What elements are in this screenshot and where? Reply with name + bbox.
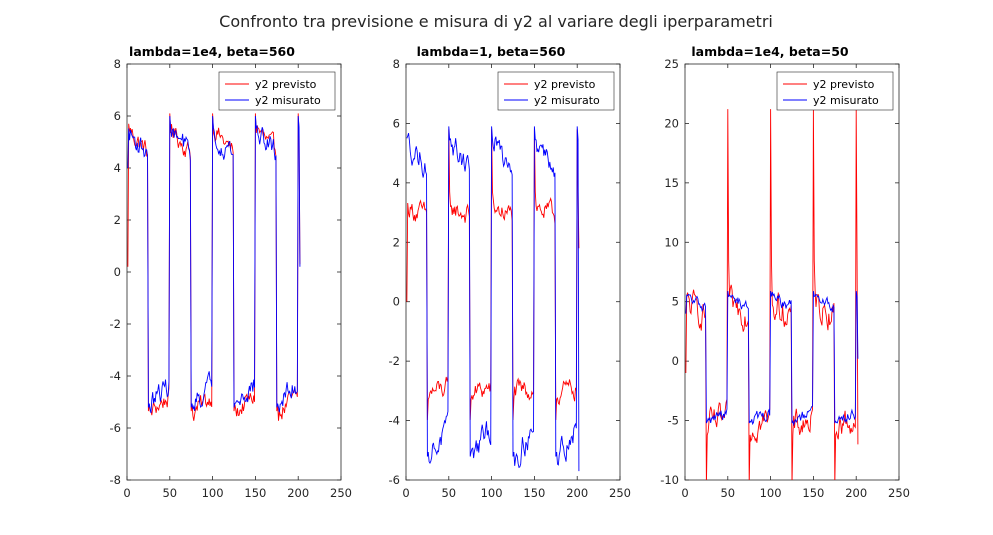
x-tick-label: 0 — [681, 486, 688, 500]
legend-box — [218, 71, 336, 111]
x-tick-label: 100 — [760, 486, 782, 500]
y-tick-label: 20 — [664, 116, 679, 130]
y-tick-label: -10 — [660, 473, 679, 487]
legend-label: y2 previsto — [534, 78, 596, 91]
y-tick-label: -4 — [389, 414, 400, 428]
series-line-misurato — [406, 126, 580, 472]
legend-label: y2 previsto — [813, 78, 875, 91]
subplot-3-title: lambda=1e4, beta=50 — [691, 44, 849, 59]
x-tick-label: 50 — [441, 486, 456, 500]
y-tick-label: 10 — [664, 235, 679, 249]
x-tick-label: 150 — [523, 486, 545, 500]
y-tick-label: 2 — [393, 235, 400, 249]
x-tick-label: 100 — [481, 486, 503, 500]
y-tick-label: 8 — [393, 57, 400, 71]
series-line-previsto — [685, 109, 859, 480]
y-tick-label: 6 — [393, 116, 400, 130]
subplot-2: lambda=1, beta=560 — [417, 44, 566, 59]
y-tick-label: 4 — [393, 176, 400, 190]
series-line-misurato — [127, 115, 301, 414]
x-tick-label: 50 — [720, 486, 735, 500]
x-tick-label: 0 — [402, 486, 409, 500]
series-line-previsto — [127, 113, 301, 421]
x-tick-label: 150 — [244, 486, 266, 500]
x-tick-label: 0 — [123, 486, 130, 500]
y-tick-label: 0 — [114, 265, 121, 279]
y-tick-label: 2 — [114, 213, 121, 227]
subplot-1: lambda=1e4, beta=560 — [129, 44, 295, 59]
legend-label: y2 previsto — [255, 78, 317, 91]
y-tick-label: 5 — [672, 295, 679, 309]
y-tick-label: -2 — [110, 317, 121, 331]
legend-label: y2 misurato — [534, 94, 600, 107]
figure-title: Confronto tra previsione e misura di y2 … — [219, 12, 773, 31]
x-tick-label: 250 — [330, 486, 352, 500]
legend: y2 previsto y2 misurato — [218, 71, 336, 111]
subplot-2-title: lambda=1, beta=560 — [417, 44, 566, 59]
x-tick-label: 250 — [888, 486, 910, 500]
x-tick-label: 250 — [609, 486, 631, 500]
series-line-previsto — [406, 129, 580, 420]
x-tick-label: 150 — [802, 486, 824, 500]
legend: y2 previsto y2 misurato — [497, 71, 615, 111]
legend: y2 previsto y2 misurato — [776, 71, 894, 111]
x-tick-label: 50 — [162, 486, 177, 500]
y-tick-label: 15 — [664, 176, 679, 190]
x-tick-label: 200 — [566, 486, 588, 500]
x-tick-label: 200 — [287, 486, 309, 500]
y-tick-label: 0 — [393, 295, 400, 309]
y-tick-label: -2 — [389, 354, 400, 368]
x-tick-label: 100 — [202, 486, 224, 500]
legend-box — [497, 71, 615, 111]
y-tick-label: -5 — [668, 414, 679, 428]
y-tick-label: 4 — [114, 161, 121, 175]
y-tick-label: -8 — [110, 473, 121, 487]
y-tick-label: 6 — [114, 109, 121, 123]
plot-area — [126, 63, 342, 481]
legend-label: y2 misurato — [813, 94, 879, 107]
series-line-misurato — [685, 290, 859, 427]
y-tick-label: 25 — [664, 57, 679, 71]
legend-box — [776, 71, 894, 111]
y-tick-label: 0 — [672, 354, 679, 368]
legend-label: y2 misurato — [255, 94, 321, 107]
y-tick-label: -4 — [110, 369, 121, 383]
subplot-3-axes: 0 50 100 150 200 250 -10 -5 0 5 10 15 20 25 y2 previst… — [660, 57, 910, 500]
y-tick-label: -6 — [389, 473, 400, 487]
subplot-1-title: lambda=1e4, beta=560 — [129, 44, 295, 59]
subplot-3: lambda=1e4, beta=50 — [691, 44, 849, 59]
y-tick-label: -6 — [110, 421, 121, 435]
y-tick-label: 8 — [114, 57, 121, 71]
x-tick-label: 200 — [845, 486, 867, 500]
